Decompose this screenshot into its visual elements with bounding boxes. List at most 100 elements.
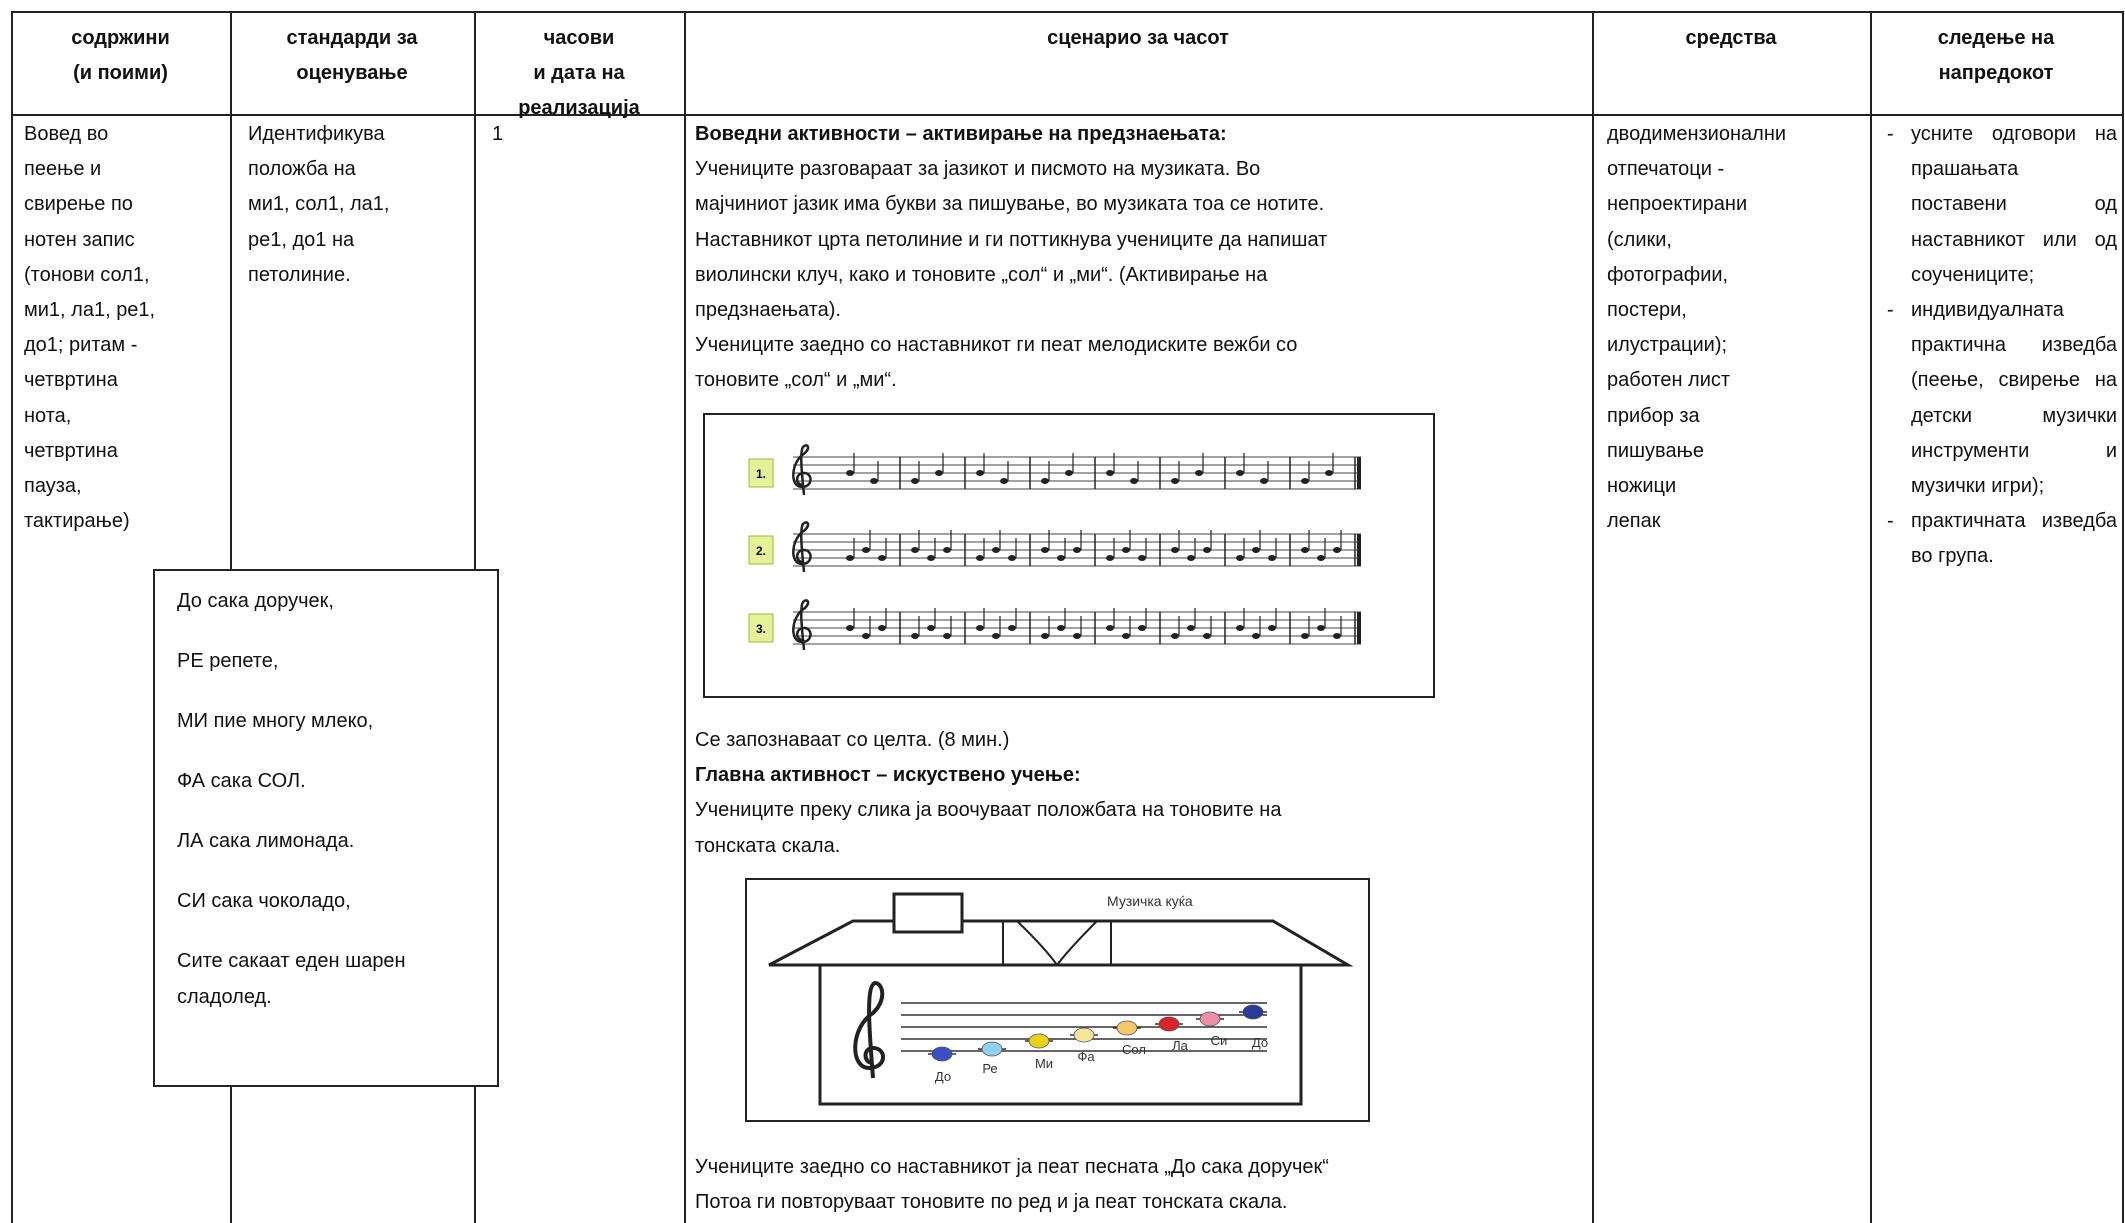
note-dot bbox=[1116, 1020, 1138, 1036]
note bbox=[1187, 625, 1195, 631]
note bbox=[1325, 470, 1333, 476]
scenario-text: Учениците преку слика ја воочуваат полож… bbox=[695, 799, 1282, 822]
label-box bbox=[748, 458, 774, 488]
header-cell: средства bbox=[1592, 11, 1870, 114]
note bbox=[1057, 625, 1065, 631]
poem-line: СИ сака чоколадо, bbox=[177, 890, 351, 912]
note bbox=[927, 625, 935, 631]
note bbox=[911, 547, 919, 553]
table-border bbox=[11, 11, 13, 1223]
scenario-text: Учениците заедно со наставникот ги пеат … bbox=[695, 334, 1298, 357]
note bbox=[878, 555, 886, 561]
note bbox=[1236, 555, 1244, 561]
monitoring-cell: усните одговори на прашањата поставени о… bbox=[1885, 117, 2117, 575]
scenario-heading: Главна активност – искуствено учење: bbox=[695, 764, 1081, 787]
header-text: стандарди за bbox=[286, 27, 418, 49]
poem-line: ЛА сака лимонада. bbox=[177, 830, 355, 852]
content-text: Вовед во bbox=[24, 123, 109, 145]
note bbox=[1000, 478, 1008, 484]
note bbox=[846, 555, 854, 561]
header-text: напредокот bbox=[1938, 62, 2054, 84]
scenario-text: Потоа ги повторуваат тоновите по ред и ј… bbox=[695, 1191, 1288, 1214]
resources-text: (слики, bbox=[1607, 228, 1672, 251]
resources-text: ножици bbox=[1607, 474, 1677, 497]
note bbox=[1203, 547, 1211, 553]
content-text: четвртина bbox=[24, 369, 118, 392]
note bbox=[862, 547, 870, 553]
note-dot bbox=[1073, 1027, 1095, 1043]
header-cell: сценарио за часот bbox=[684, 11, 1592, 114]
note bbox=[862, 633, 870, 639]
note bbox=[1171, 478, 1179, 484]
note bbox=[1106, 555, 1114, 561]
poem-box: До сака доручек, РЕ репете, МИ пие многу м… bbox=[153, 569, 499, 1087]
note bbox=[935, 470, 943, 476]
note bbox=[846, 470, 854, 476]
resources-cell: дводимензионални отпечатоци - непроектиран… bbox=[1607, 117, 1786, 539]
note-name: Ре bbox=[982, 1061, 997, 1076]
note-dot bbox=[931, 1046, 953, 1062]
note bbox=[1171, 547, 1179, 553]
note bbox=[943, 547, 951, 553]
content-text: пауза, bbox=[24, 474, 82, 497]
resources-text: прибор за bbox=[1607, 404, 1700, 427]
note bbox=[1252, 633, 1260, 639]
note-dot bbox=[981, 1041, 1003, 1057]
note bbox=[976, 470, 984, 476]
note bbox=[1252, 547, 1260, 553]
label-box bbox=[748, 613, 774, 643]
scenario-paragraph: Учениците преку слика ја воочуваат полож… bbox=[695, 793, 1281, 863]
music-exercises-image: 1. 2. 3. bbox=[703, 413, 1435, 698]
scenario-text: Наставникот црта петолиние и ги поттикну… bbox=[695, 228, 1328, 251]
table-border bbox=[1592, 11, 1594, 1223]
header-text: часови bbox=[543, 27, 615, 49]
scenario-text: Учениците заедно со наставникот ја пеат … bbox=[695, 1156, 1329, 1178]
note-dot bbox=[1158, 1016, 1180, 1032]
monitoring-item: практичната изведба во група. bbox=[1885, 504, 2117, 574]
scenario-text: виолински клуч, како и тоновите „сол“ и … bbox=[695, 263, 1268, 286]
note bbox=[1301, 633, 1309, 639]
table-border bbox=[11, 114, 2124, 116]
poem-line: Сите сакаат еден шарен bbox=[177, 950, 406, 972]
note bbox=[1268, 625, 1276, 631]
note-dot bbox=[1242, 1004, 1264, 1020]
note bbox=[1187, 555, 1195, 561]
note bbox=[1073, 547, 1081, 553]
note-name: Ла bbox=[1172, 1038, 1189, 1053]
scenario-main: Се запознаваат со целта. (8 мин.) Главна… bbox=[695, 723, 1281, 864]
content-cell: Вовед во пеење и свирење по нотен запис (тон… bbox=[24, 117, 155, 539]
note bbox=[976, 625, 984, 631]
note-name: До bbox=[935, 1069, 951, 1084]
label-box bbox=[748, 535, 774, 565]
note bbox=[1041, 633, 1049, 639]
header-text: реализација bbox=[518, 97, 640, 119]
scenario-paragraph: Учениците заедно со наставникот ја пеат … bbox=[695, 1150, 1329, 1220]
clef bbox=[792, 599, 812, 651]
clef bbox=[792, 444, 812, 496]
content-text: ми1, ла1, ре1, bbox=[24, 298, 156, 321]
note bbox=[927, 555, 935, 561]
note bbox=[1122, 547, 1130, 553]
content-text: (тонови сол1, bbox=[24, 263, 150, 286]
standards-text: Идентификува bbox=[248, 123, 385, 145]
scenario-text: предзнаењата). bbox=[695, 298, 841, 321]
table-border bbox=[11, 11, 2124, 13]
scenario-heading: Воведни активности – активирање на предз… bbox=[695, 123, 1227, 145]
header-text: средства bbox=[1685, 27, 1777, 49]
note bbox=[1317, 555, 1325, 561]
poem-line: ФА сака СОЛ. bbox=[177, 770, 306, 792]
exercise-label: 3. bbox=[756, 622, 766, 636]
note bbox=[1008, 625, 1016, 631]
header-cell: содржини (и поими) bbox=[11, 11, 230, 114]
resources-text: фотографии, bbox=[1607, 263, 1729, 286]
hours-cell: 1 bbox=[492, 123, 504, 145]
content-text: пеење и bbox=[24, 158, 102, 181]
table-border bbox=[1870, 11, 1872, 1223]
exercise-label: 2. bbox=[756, 544, 766, 558]
standards-text: положба на bbox=[248, 158, 356, 181]
resources-text: непроектирани bbox=[1607, 193, 1748, 216]
note bbox=[870, 478, 878, 484]
note bbox=[911, 633, 919, 639]
header-text: оценување bbox=[296, 62, 408, 84]
